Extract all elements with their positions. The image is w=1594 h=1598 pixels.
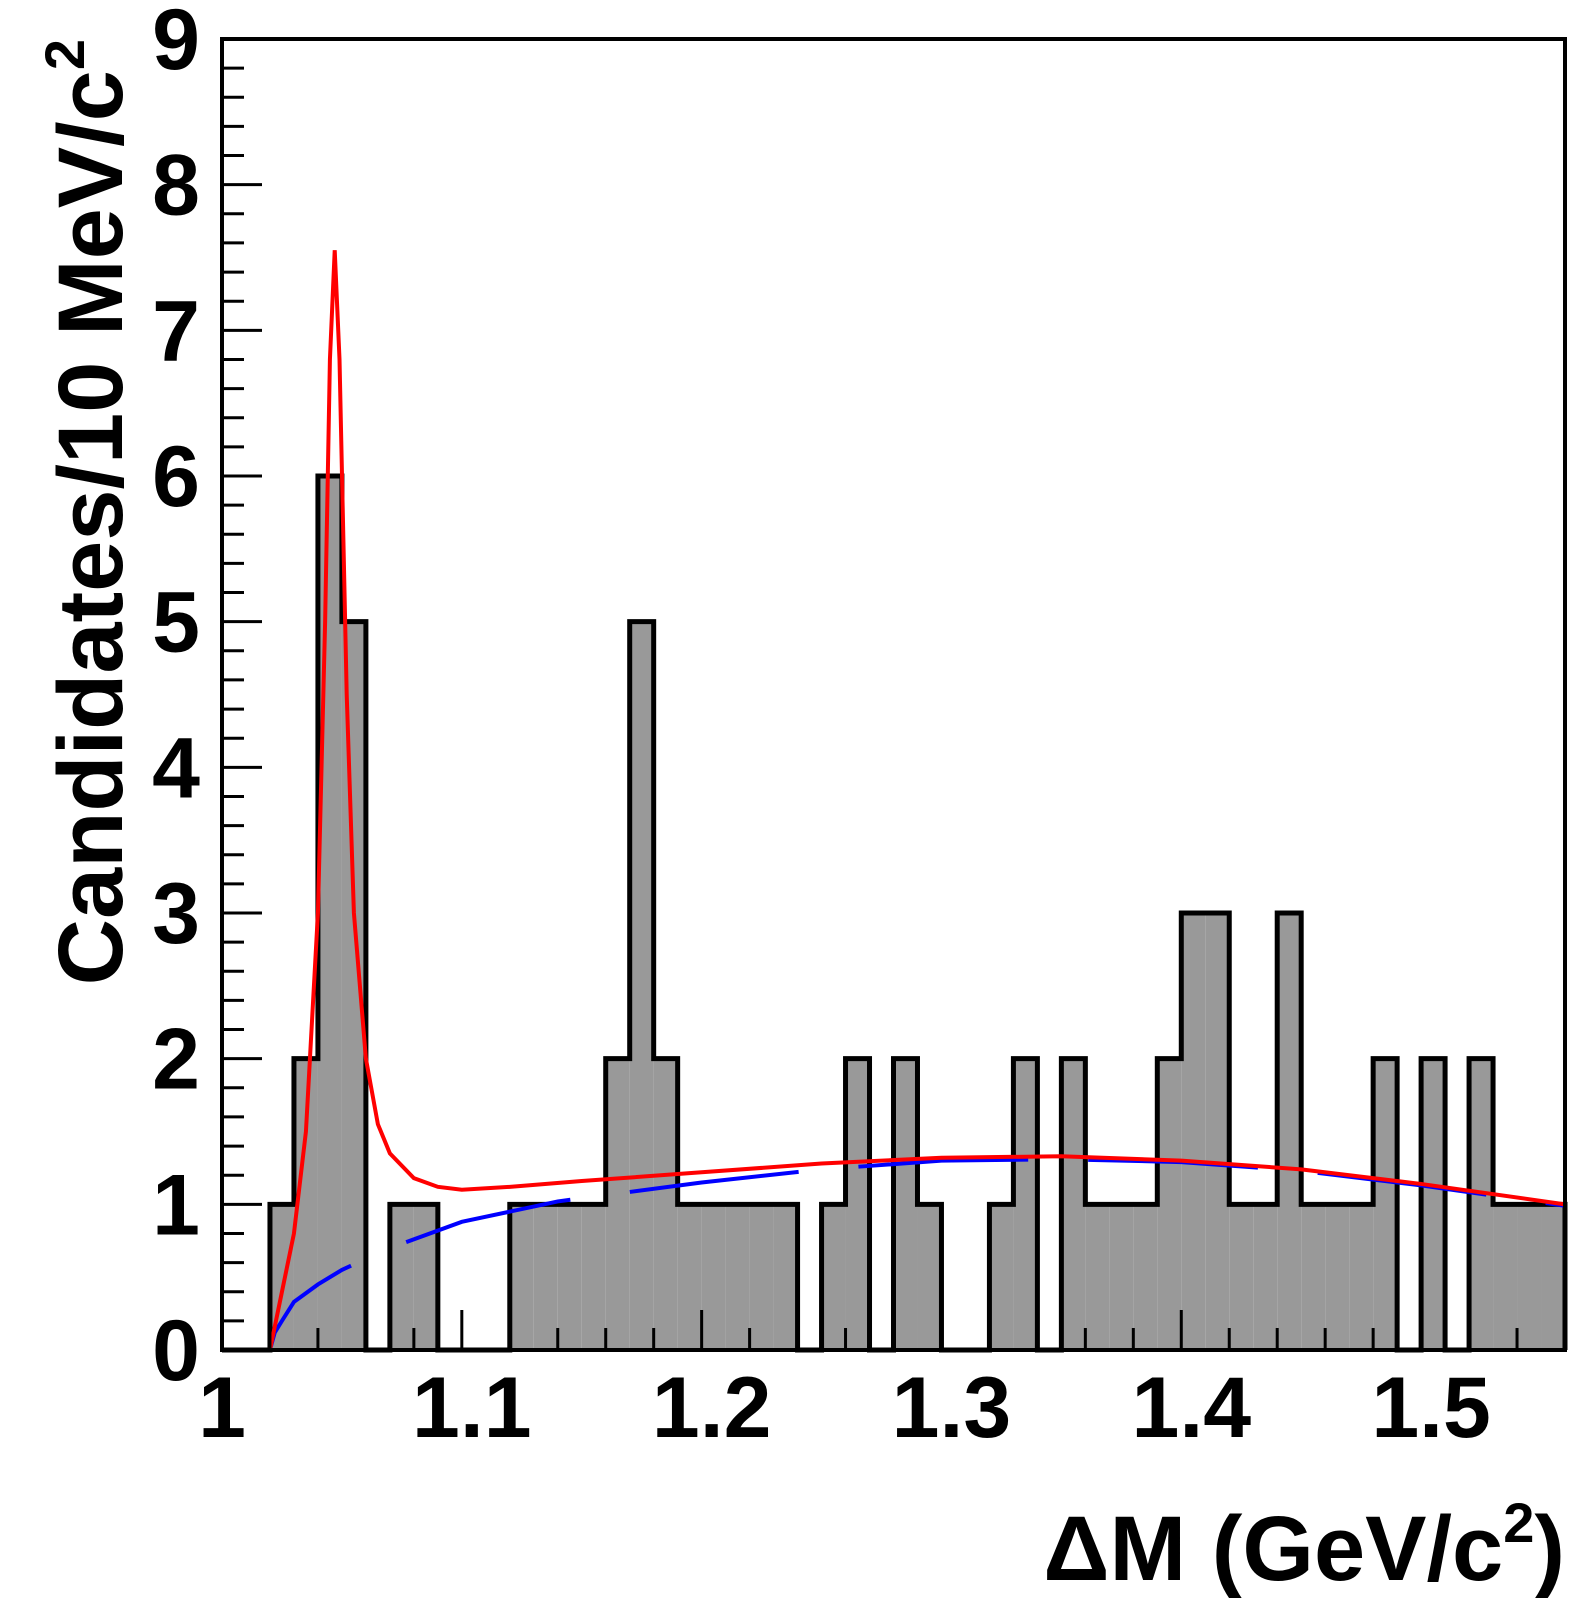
histogram-bar: [845, 1058, 870, 1350]
total-fit-curve: [222, 250, 1566, 1352]
y-axis-title: Candidates/10 MeV/c2: [33, 39, 142, 985]
histogram-bar: [1181, 913, 1206, 1350]
histogram-bar: [629, 621, 654, 1350]
histogram-bar: [413, 1204, 438, 1350]
histogram-bar: [749, 1204, 774, 1350]
histogram-bar: [701, 1204, 726, 1350]
histogram-bar: [1373, 1058, 1398, 1350]
histogram-bar: [557, 1204, 582, 1350]
histogram-bar: [773, 1204, 798, 1350]
x-axis-title: ΔM (GeV/c2): [1043, 1491, 1565, 1598]
histogram-bar: [1253, 1204, 1278, 1350]
histogram-bar: [1109, 1204, 1134, 1350]
histogram-bar: [317, 476, 342, 1350]
histogram-bar: [509, 1204, 534, 1350]
y-tick-label: 2: [152, 1012, 200, 1108]
histogram-bar: [677, 1204, 702, 1350]
y-tick-label: 8: [152, 138, 200, 234]
histogram-bar: [725, 1204, 750, 1350]
histogram-bar: [1517, 1204, 1542, 1350]
histogram-bar: [1133, 1204, 1158, 1350]
histogram-bar: [1493, 1204, 1518, 1350]
histogram-bar: [1349, 1204, 1374, 1350]
y-tick-label: 0: [152, 1303, 200, 1399]
x-tick-label: 1.3: [892, 1360, 1012, 1456]
histogram-outline: [222, 473, 1568, 1353]
plot-frame: [220, 37, 1567, 1352]
histogram-bar: [893, 1058, 918, 1350]
histogram-bar: [1277, 913, 1302, 1350]
histogram-bar: [533, 1204, 558, 1350]
histogram-bar: [653, 1058, 678, 1350]
histogram-bar: [1061, 1058, 1086, 1350]
y-tick-label: 1: [152, 1157, 200, 1253]
x-tick-label: 1.5: [1371, 1360, 1491, 1456]
fit-curves: [222, 250, 1566, 1352]
histogram-bar: [1229, 1204, 1254, 1350]
histogram-bar: [1301, 1204, 1326, 1350]
histogram-bar: [1541, 1204, 1565, 1350]
x-tick-label: 1: [198, 1360, 246, 1456]
histogram-bar: [1325, 1204, 1350, 1350]
histogram-bar: [1013, 1058, 1038, 1350]
histogram-bar: [389, 1204, 414, 1350]
y-tick-label: 9: [152, 0, 200, 88]
histogram-bar: [1157, 1058, 1182, 1350]
histogram-bar: [293, 1058, 318, 1350]
histogram-bar: [1469, 1058, 1494, 1350]
histogram-bar: [917, 1204, 942, 1350]
y-tick-label: 3: [152, 866, 200, 962]
axes: [220, 37, 1567, 1352]
histogram-bar: [605, 1058, 630, 1350]
histogram-bar: [1085, 1204, 1110, 1350]
histogram-bar: [1205, 913, 1230, 1350]
histogram-bars: [222, 473, 1568, 1353]
histogram-bar: [341, 621, 366, 1350]
x-tick-label: 1.2: [652, 1360, 772, 1456]
x-tick-label: 1.4: [1132, 1360, 1252, 1456]
histogram-bar: [821, 1204, 846, 1350]
y-tick-label: 6: [152, 429, 200, 525]
y-tick-label: 4: [152, 720, 200, 816]
histogram-bar: [989, 1204, 1014, 1350]
histogram-bar: [581, 1204, 606, 1350]
histogram-bar: [1421, 1058, 1446, 1350]
x-tick-label: 1.1: [412, 1360, 532, 1456]
y-tick-label: 5: [152, 575, 200, 671]
y-tick-label: 7: [152, 283, 200, 379]
